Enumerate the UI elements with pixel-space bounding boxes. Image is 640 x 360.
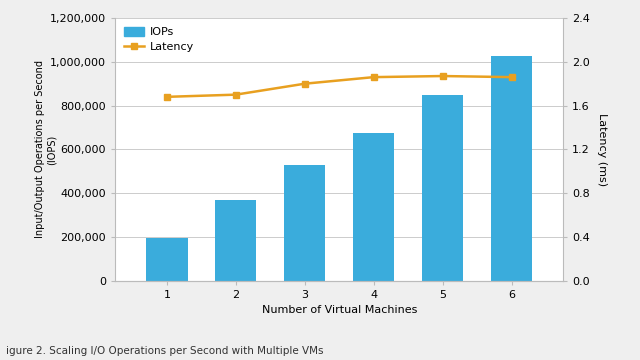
Legend: IOPs, Latency: IOPs, Latency <box>121 23 197 55</box>
Text: igure 2. Scaling I/O Operations per Second with Multiple VMs: igure 2. Scaling I/O Operations per Seco… <box>6 346 324 356</box>
X-axis label: Number of Virtual Machines: Number of Virtual Machines <box>262 305 417 315</box>
Bar <box>422 95 463 281</box>
Y-axis label: Input/Output Operations per Second
(IOPS): Input/Output Operations per Second (IOPS… <box>35 60 57 238</box>
Bar <box>215 200 257 281</box>
Bar <box>491 56 532 281</box>
Latency <box>508 75 515 79</box>
Latency <box>370 75 378 79</box>
Line: Latency: Latency <box>163 73 515 100</box>
Bar <box>353 133 394 281</box>
Bar <box>146 238 188 281</box>
Latency <box>232 93 239 97</box>
Bar <box>284 165 325 281</box>
Latency <box>163 95 171 99</box>
Y-axis label: Latency (ms): Latency (ms) <box>596 113 607 186</box>
Latency <box>301 81 308 86</box>
Latency <box>439 74 447 78</box>
